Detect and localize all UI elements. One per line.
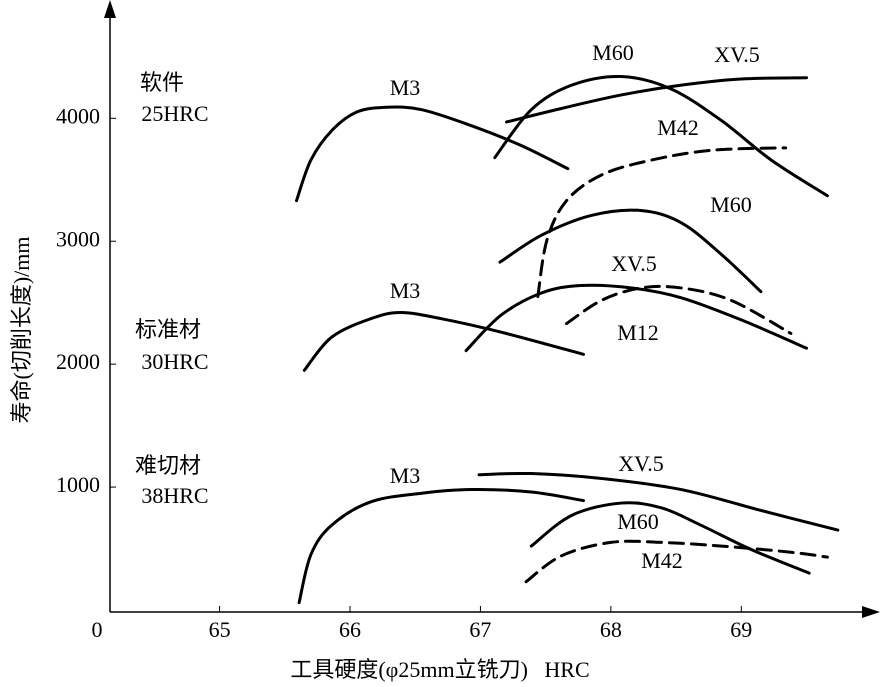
y-axis-label: 寿命(切削长度)/mm (9, 237, 34, 424)
x-tick-label: 66 (339, 617, 361, 642)
series-label: M60 (710, 192, 752, 217)
annotation: 软件 (140, 70, 184, 95)
x-tick-label: 69 (730, 617, 752, 642)
series-label: M42 (641, 548, 683, 573)
series-label: XV.5 (618, 451, 663, 476)
line (529, 501, 811, 575)
line (536, 146, 788, 299)
line (297, 488, 585, 605)
y-tick-label: 2000 (56, 349, 100, 374)
y-tick-label: 4000 (56, 103, 100, 128)
y-arrow (104, 0, 116, 18)
y-tick-label: 3000 (56, 226, 100, 251)
series-label: XV.5 (611, 251, 656, 276)
x-tick-label: 65 (209, 617, 231, 642)
annotation: 难切材 (135, 453, 201, 478)
line (565, 284, 793, 335)
line (464, 283, 809, 353)
x-tick-label: 67 (469, 617, 491, 642)
x-axis-label: 工具硬度(φ25mm立铣刀) HRC (290, 657, 589, 682)
series-label: M12 (617, 320, 659, 345)
line (477, 471, 840, 532)
series-label: M42 (657, 115, 699, 140)
y-tick-label: 0 (92, 617, 103, 642)
series-label: M3 (390, 75, 421, 100)
annotation: 38HRC (141, 483, 208, 508)
annotation: 25HRC (141, 101, 208, 126)
x-arrow (862, 606, 880, 618)
line (493, 74, 829, 198)
series-label: M3 (390, 278, 421, 303)
annotation: 30HRC (141, 349, 208, 374)
series-label: M60 (617, 509, 659, 534)
x-tick-label: 68 (600, 617, 622, 642)
series-label: M60 (592, 40, 634, 65)
series-label: M3 (390, 463, 421, 488)
line (295, 105, 570, 203)
y-tick-label: 1000 (56, 472, 100, 497)
line (505, 76, 809, 124)
line (498, 208, 763, 294)
series-label: XV.5 (714, 42, 759, 67)
line (302, 311, 585, 372)
annotation: 标准材 (135, 317, 201, 342)
line (524, 539, 829, 584)
